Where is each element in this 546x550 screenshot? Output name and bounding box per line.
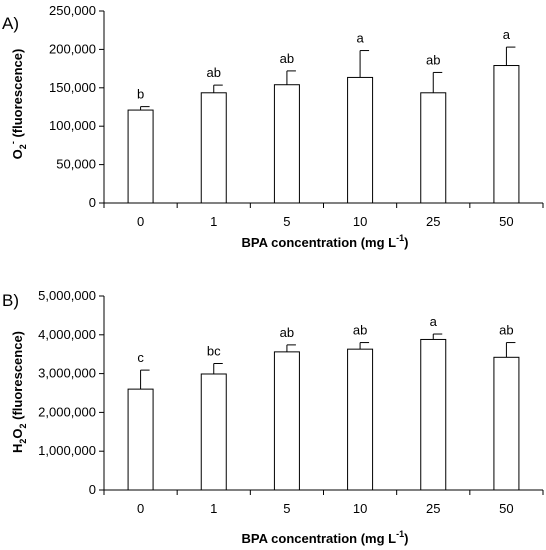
chart-panel-b: B) H2O2 (fluorescence) BPA concentration… <box>2 288 544 546</box>
bar <box>200 92 227 204</box>
significance-label: a <box>356 31 364 46</box>
x-tick-label: 5 <box>283 214 290 229</box>
y-axis-label: O2- (fluorescence) <box>8 49 28 160</box>
x-tick-label: 25 <box>426 214 440 229</box>
y-tick-label: 4,000,000 <box>38 327 96 342</box>
significance-label: a <box>503 27 511 42</box>
y-tick-label: 0 <box>89 195 96 210</box>
bar <box>127 109 154 204</box>
x-tick-label: 10 <box>353 214 367 229</box>
y-tick-label: 3,000,000 <box>38 366 96 381</box>
significance-label: ab <box>207 65 221 80</box>
y-tick-label: 1,000,000 <box>38 443 96 458</box>
significance-label: ab <box>280 325 294 340</box>
significance-label: a <box>430 314 438 329</box>
significance-label: ab <box>499 323 513 338</box>
y-tick-label: 250,000 <box>49 3 96 18</box>
bar <box>273 84 300 204</box>
x-axis-label: BPA concentration (mg L-1) <box>242 529 409 546</box>
x-tick-label: 50 <box>499 501 513 516</box>
x-tick-label: 50 <box>499 214 513 229</box>
x-tick-label: 0 <box>137 501 144 516</box>
bar <box>273 351 300 491</box>
y-tick-label: 0 <box>89 482 96 497</box>
panel-label: A) <box>2 14 19 33</box>
chart-panel-a: A) O2- (fluorescence) BPA concentration … <box>2 3 544 250</box>
panel-label: B) <box>2 291 19 310</box>
x-axis-label: BPA concentration (mg L-1) <box>242 233 409 250</box>
significance-label: bc <box>207 344 221 359</box>
bar <box>493 356 520 491</box>
x-tick-label: 1 <box>210 501 217 516</box>
y-tick-label: 200,000 <box>49 41 96 56</box>
bar <box>127 388 154 491</box>
y-tick-label: 2,000,000 <box>38 404 96 419</box>
y-tick-label: 5,000,000 <box>38 288 96 303</box>
y-tick-label: 50,000 <box>56 157 96 172</box>
bar <box>347 348 374 491</box>
y-tick-label: 100,000 <box>49 118 96 133</box>
bar <box>347 76 374 204</box>
plot-area: 0 1,000,000 2,000,000 3,000,000 4,000,000 5,0… <box>38 288 544 516</box>
plot-area: 0 50,000 100,000 150,000 200,000 250,000 b 0 ab 1… <box>49 3 544 229</box>
x-tick-label: 5 <box>283 501 290 516</box>
x-tick-label: 0 <box>137 214 144 229</box>
bar <box>493 65 520 204</box>
x-tick-label: 25 <box>426 501 440 516</box>
significance-label: ab <box>353 323 367 338</box>
significance-label: ab <box>426 52 440 67</box>
x-tick-label: 10 <box>353 501 367 516</box>
y-axis-label: H2O2 (fluorescence) <box>10 331 28 453</box>
y-tick-label: 150,000 <box>49 80 96 95</box>
significance-label: ab <box>280 51 294 66</box>
bar <box>420 92 447 204</box>
x-tick-label: 1 <box>210 214 217 229</box>
bar <box>200 373 227 491</box>
bar <box>420 338 447 491</box>
significance-label: b <box>137 87 144 102</box>
significance-label: c <box>137 350 144 365</box>
